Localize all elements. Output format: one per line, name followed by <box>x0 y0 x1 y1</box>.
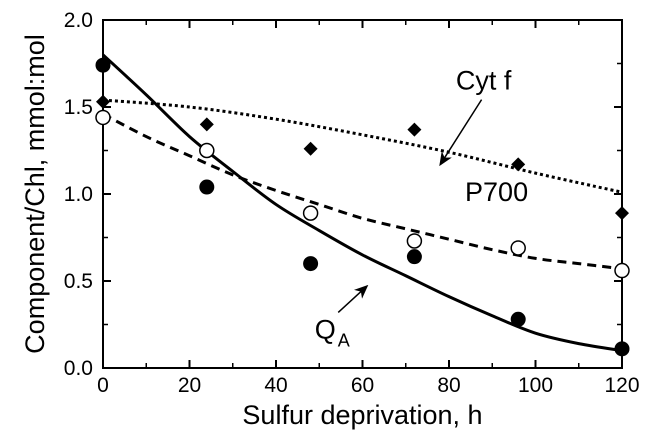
point-qa <box>95 57 111 73</box>
x-tick-label: 0 <box>97 374 109 397</box>
point-qa <box>303 256 319 272</box>
point-p700 <box>406 233 423 249</box>
data-points <box>95 57 630 357</box>
point-qa <box>199 179 215 195</box>
x-tick-label: 80 <box>437 374 460 397</box>
x-axis-title: Sulfur deprivation, h <box>242 400 482 430</box>
fit-line-p700 <box>102 112 623 271</box>
point-p700 <box>614 262 630 279</box>
point-cyt-f <box>199 117 214 132</box>
fit-curves <box>101 53 623 353</box>
point-qa <box>614 341 630 357</box>
y-tick-label: 0.0 <box>64 357 93 380</box>
x-tick-label: 60 <box>351 374 374 397</box>
point-qa <box>510 311 526 327</box>
plot-area <box>102 19 623 369</box>
series-label-subscript: A <box>338 330 350 350</box>
series-annotations: Cyt f P700 Q A <box>315 66 528 351</box>
point-p700 <box>199 142 215 159</box>
y-tick-label: 1.0 <box>64 183 93 206</box>
series-label-cyt-f: Cyt f <box>456 66 512 96</box>
point-p700 <box>95 109 111 126</box>
y-axis: 0.0 0.5 1.0 1.5 2.0 <box>64 9 622 380</box>
x-tick-label: 100 <box>518 374 553 397</box>
arrow-cyt-f <box>439 99 483 167</box>
point-cyt-f <box>303 141 318 156</box>
y-tick-label: 2.0 <box>64 9 93 32</box>
plot-border <box>102 19 623 369</box>
series-label-p700: P700 <box>465 177 528 207</box>
point-p700 <box>302 205 319 221</box>
fit-line-cyt-f <box>102 98 623 194</box>
point-cyt-f <box>96 94 110 109</box>
y-axis-title: Component/Chl, mmol:mol <box>20 34 50 354</box>
x-axis: 0 20 40 60 80 100 120 <box>97 20 640 397</box>
point-cyt-f <box>407 122 422 137</box>
point-cyt-f <box>615 206 629 221</box>
point-qa <box>406 249 422 265</box>
point-p700 <box>510 240 526 256</box>
fit-line-qa <box>101 53 623 353</box>
y-tick-label: 0.5 <box>64 270 93 293</box>
point-cyt-f <box>511 157 526 172</box>
x-tick-label: 20 <box>178 374 201 397</box>
x-tick-label: 40 <box>264 374 287 397</box>
x-tick-label: 120 <box>604 374 639 397</box>
arrow-qa <box>337 284 369 313</box>
y-tick-label: 1.5 <box>64 96 93 119</box>
